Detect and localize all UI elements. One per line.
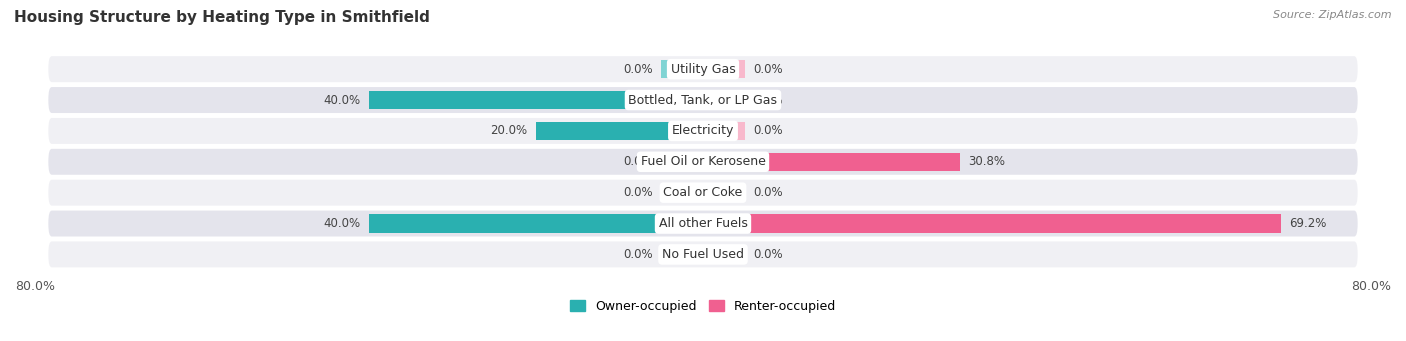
Text: Fuel Oil or Kerosene: Fuel Oil or Kerosene [641, 155, 765, 168]
Bar [661, 245, 703, 264]
FancyBboxPatch shape [48, 118, 1358, 144]
Text: 0.0%: 0.0% [754, 93, 783, 106]
Text: 69.2%: 69.2% [1289, 217, 1326, 230]
Text: 0.0%: 0.0% [623, 186, 652, 199]
Bar [703, 152, 960, 171]
Bar [368, 91, 703, 109]
Text: 0.0%: 0.0% [623, 248, 652, 261]
Text: Bottled, Tank, or LP Gas: Bottled, Tank, or LP Gas [628, 93, 778, 106]
Text: 0.0%: 0.0% [754, 186, 783, 199]
Text: Utility Gas: Utility Gas [671, 63, 735, 76]
Bar [703, 60, 745, 78]
Bar [703, 183, 745, 202]
Text: 0.0%: 0.0% [754, 248, 783, 261]
Bar [536, 122, 703, 140]
Text: Housing Structure by Heating Type in Smithfield: Housing Structure by Heating Type in Smi… [14, 10, 430, 25]
Bar [703, 122, 745, 140]
Bar [661, 152, 703, 171]
Bar [368, 214, 703, 233]
Text: 30.8%: 30.8% [969, 155, 1005, 168]
FancyBboxPatch shape [48, 56, 1358, 82]
Text: 0.0%: 0.0% [754, 63, 783, 76]
Text: Electricity: Electricity [672, 124, 734, 137]
Text: 40.0%: 40.0% [323, 217, 361, 230]
FancyBboxPatch shape [48, 241, 1358, 267]
Text: No Fuel Used: No Fuel Used [662, 248, 744, 261]
Text: All other Fuels: All other Fuels [658, 217, 748, 230]
Text: 0.0%: 0.0% [623, 155, 652, 168]
FancyBboxPatch shape [48, 211, 1358, 237]
Legend: Owner-occupied, Renter-occupied: Owner-occupied, Renter-occupied [565, 295, 841, 318]
Bar [703, 245, 745, 264]
Text: 40.0%: 40.0% [323, 93, 361, 106]
Text: 0.0%: 0.0% [754, 124, 783, 137]
Bar [703, 214, 1281, 233]
FancyBboxPatch shape [48, 87, 1358, 113]
Text: Source: ZipAtlas.com: Source: ZipAtlas.com [1274, 10, 1392, 20]
FancyBboxPatch shape [48, 180, 1358, 206]
Bar [703, 91, 745, 109]
Text: Coal or Coke: Coal or Coke [664, 186, 742, 199]
Text: 20.0%: 20.0% [491, 124, 527, 137]
Text: 0.0%: 0.0% [623, 63, 652, 76]
FancyBboxPatch shape [48, 149, 1358, 175]
Bar [661, 183, 703, 202]
Bar [661, 60, 703, 78]
